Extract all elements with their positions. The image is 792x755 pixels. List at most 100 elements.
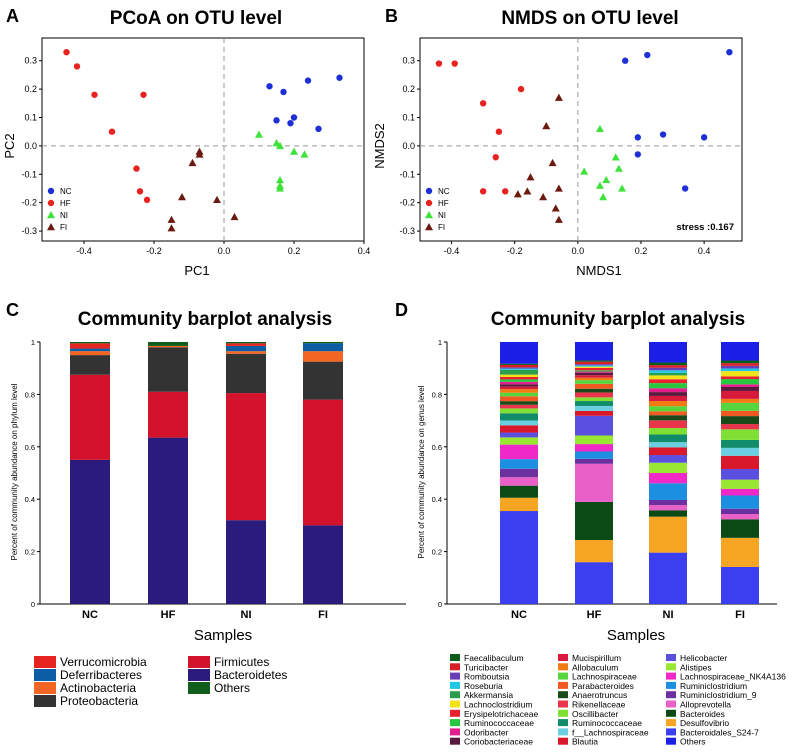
nmds-xtick-label: 0.4 — [698, 246, 711, 256]
genus-bar-segment-nc — [500, 368, 538, 370]
phylum-legend-swatch — [34, 656, 56, 668]
genus-bar-segment-fi — [721, 439, 759, 448]
pcoa-ytick-label: 0.3 — [24, 56, 37, 66]
panel-label-c: C — [6, 300, 19, 320]
panel-label-b: B — [385, 6, 398, 26]
genus-bar-segment-nc — [500, 379, 538, 382]
nmds-point-fi — [539, 192, 548, 201]
nmds-ytick-label: 0.2 — [402, 84, 415, 94]
phylum-legend-swatch — [34, 695, 56, 707]
genus-ytick-label: 0.8 — [432, 390, 442, 399]
genus-legend-label: Allobaculum — [572, 662, 618, 672]
phylum-ylabel: Percent of community abundance on phylum… — [10, 383, 19, 560]
genus-legend-swatch — [450, 737, 460, 745]
genus-bar-segment-hf — [575, 540, 613, 563]
nmds-point-hf — [502, 188, 509, 195]
phylum-bar-segment-ni — [226, 345, 266, 352]
genus-bar-segment-hf — [575, 371, 613, 373]
genus-bar-segment-fi — [721, 376, 759, 380]
pcoa-ytick-label: -0.3 — [21, 226, 37, 236]
nmds-point-nc — [659, 131, 667, 138]
nmds-point-ni — [611, 153, 620, 161]
genus-legend-swatch — [450, 709, 460, 717]
genus-bar-segment-hf — [575, 405, 613, 411]
pcoa-point-ni — [276, 141, 284, 150]
genus-legend-label: Akkermansia — [464, 690, 513, 700]
nmds-xtick-label: 0.2 — [635, 246, 648, 256]
nmds-point-nc — [681, 185, 689, 192]
genus-legend-swatch — [558, 672, 568, 680]
genus-bar-segment-hf — [575, 375, 613, 378]
pcoa-point-hf — [63, 48, 70, 56]
genus-legend-swatch — [666, 700, 676, 708]
genus-legend-label: f__Lachnospiraceae — [572, 727, 649, 737]
genus-legend-swatch — [558, 737, 568, 745]
genus-bar-segment-fi — [721, 402, 759, 411]
genus-legend-swatch — [558, 709, 568, 717]
nmds-point-hf — [495, 128, 503, 135]
nmds-title: NMDS on OTU level — [501, 8, 678, 29]
phylum-legend-label: Firmicutes — [214, 655, 269, 669]
genus-bar-segment-ni — [649, 342, 687, 363]
nmds-point-fi — [554, 184, 563, 192]
pcoa-xtick-label: -0.4 — [76, 246, 92, 256]
genus-bar-segment-hf — [575, 388, 613, 393]
genus-legend-label: Oscillibacter — [572, 709, 618, 719]
nmds-point-hf — [479, 100, 487, 107]
pcoa-point-fi — [188, 158, 197, 167]
nmds-point-ni — [599, 192, 608, 201]
pcoa-point-hf — [108, 128, 116, 135]
genus-bar-segment-fi — [721, 368, 759, 372]
genus-legend-swatch — [666, 719, 676, 727]
nmds-legend-label-hf: HF — [438, 199, 449, 208]
genus-bar-segment-nc — [500, 511, 538, 604]
genus-bar-segment-hf — [575, 401, 613, 406]
phylum-ytick-label: 0.6 — [25, 443, 35, 452]
nmds-point-hf — [435, 60, 443, 67]
genus-legend-swatch — [666, 691, 676, 699]
genus-bar-segment-hf — [575, 370, 613, 372]
pcoa-legend-label-nc: NC — [60, 187, 72, 196]
nmds-plot-frame — [419, 37, 743, 242]
genus-bar-segment-ni — [649, 499, 687, 506]
pcoa-xtick-label: 0.2 — [288, 246, 301, 256]
genus-bar-segment-fi — [721, 379, 759, 385]
phylum-xlabel: Samples — [194, 627, 252, 644]
genus-bar-segment-nc — [500, 401, 538, 405]
genus-legend-swatch — [558, 654, 568, 661]
genus-legend-swatch — [558, 719, 568, 727]
genus-bar-segment-ni — [649, 392, 687, 396]
genus-bar-segment-hf — [575, 372, 613, 376]
phylum-legend-label: Others — [214, 681, 250, 695]
genus-bar-segment-nc — [500, 342, 538, 364]
pcoa-point-fi — [167, 224, 176, 232]
phylum-ytick-label: 0 — [31, 600, 35, 609]
nmds-point-hf — [479, 188, 487, 195]
genus-category-label-fi: FI — [735, 609, 745, 621]
genus-legend-label: Ruminococcaceae — [464, 718, 534, 728]
nmds-xtick-label: 0.0 — [572, 246, 585, 256]
genus-bar-segment-nc — [500, 437, 538, 445]
genus-legend-label: Mucispirillum — [572, 653, 621, 663]
genus-bar-segment-fi — [721, 429, 759, 440]
nmds-legend-label-nc: NC — [438, 187, 450, 196]
phylum-legend-swatch — [188, 669, 210, 681]
pcoa-legend-label-fi: FI — [60, 223, 67, 232]
genus-bar-segment-fi — [721, 365, 759, 369]
pcoa-point-fi — [178, 192, 186, 201]
phylum-bar-segment-ni — [226, 520, 266, 604]
genus-bar-segment-nc — [500, 408, 538, 414]
nmds-legend-marker-nc — [425, 187, 433, 195]
phylum-bar-segment-fi — [303, 342, 343, 344]
genus-legend-label: Alistipes — [680, 662, 712, 672]
pcoa-point-hf — [136, 188, 144, 195]
genus-bar-segment-nc — [500, 369, 538, 375]
genus-bar-segment-fi — [721, 342, 759, 361]
pcoa-ytick-label: 0.0 — [24, 141, 37, 151]
genus-bar-segment-nc — [500, 392, 538, 397]
nmds-point-hf — [492, 154, 499, 161]
nmds-point-hf — [517, 85, 525, 93]
phylum-bar-segment-hf — [148, 347, 188, 392]
nmds-xlabel: NMDS1 — [576, 263, 622, 278]
genus-bar-segment-fi — [721, 537, 759, 567]
